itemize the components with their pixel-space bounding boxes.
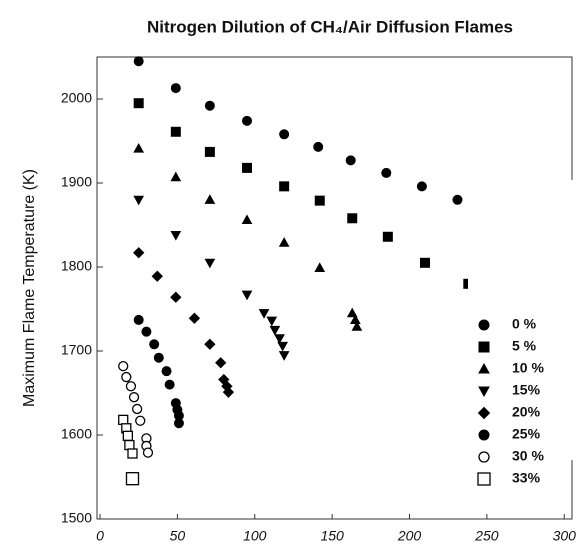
marker bbox=[242, 115, 253, 126]
marker bbox=[118, 414, 129, 426]
marker bbox=[164, 379, 175, 390]
marker bbox=[477, 406, 491, 420]
marker bbox=[274, 334, 285, 344]
marker bbox=[122, 430, 134, 441]
marker bbox=[416, 181, 427, 192]
marker bbox=[133, 56, 144, 67]
marker bbox=[345, 155, 356, 166]
y-tick-label: 1800 bbox=[61, 258, 92, 274]
marker bbox=[478, 429, 490, 441]
marker bbox=[279, 181, 290, 192]
marker bbox=[215, 357, 227, 369]
marker bbox=[314, 262, 326, 272]
chart-title: Nitrogen Dilution of CH₄/Air Diffusion F… bbox=[147, 17, 513, 36]
legend-label: 10 % bbox=[512, 360, 544, 376]
marker bbox=[170, 83, 181, 94]
marker bbox=[477, 472, 491, 486]
x-tick-label: 50 bbox=[170, 528, 186, 544]
marker bbox=[347, 213, 358, 224]
marker bbox=[133, 143, 145, 153]
marker bbox=[478, 319, 490, 331]
marker bbox=[135, 415, 146, 426]
marker bbox=[170, 230, 182, 241]
y-tick-label: 1900 bbox=[61, 174, 92, 190]
x-tick-label: 0 bbox=[96, 528, 104, 544]
marker bbox=[131, 403, 143, 415]
y-tick-label: 2000 bbox=[61, 90, 92, 106]
marker bbox=[242, 162, 253, 173]
marker bbox=[133, 195, 145, 206]
marker bbox=[121, 371, 132, 383]
marker bbox=[149, 339, 160, 350]
marker bbox=[382, 231, 393, 242]
legend-label: 33% bbox=[512, 470, 541, 486]
y-axis-label: Maximum Flame Temperature (K) bbox=[21, 169, 38, 407]
marker bbox=[478, 451, 490, 463]
marker bbox=[204, 194, 216, 204]
marker bbox=[313, 141, 324, 152]
marker bbox=[478, 362, 490, 374]
marker bbox=[133, 247, 145, 259]
marker bbox=[266, 316, 278, 327]
marker bbox=[127, 448, 138, 459]
legend-label: 15% bbox=[512, 382, 541, 398]
marker bbox=[419, 257, 430, 268]
y-tick-label: 1600 bbox=[61, 426, 92, 442]
x-tick-label: 200 bbox=[397, 528, 422, 544]
y-tick-label: 1700 bbox=[61, 342, 92, 358]
marker bbox=[141, 326, 152, 337]
marker bbox=[278, 351, 290, 361]
x-tick-label: 250 bbox=[474, 528, 499, 544]
marker bbox=[128, 392, 140, 403]
x-tick-label: 150 bbox=[320, 528, 344, 544]
marker bbox=[188, 312, 201, 324]
marker bbox=[125, 472, 140, 486]
marker bbox=[204, 338, 216, 350]
marker bbox=[153, 352, 164, 363]
marker bbox=[204, 100, 215, 111]
legend-label: 0 % bbox=[512, 316, 537, 332]
marker bbox=[478, 341, 490, 353]
marker bbox=[241, 214, 253, 225]
marker bbox=[222, 386, 235, 398]
marker bbox=[351, 321, 363, 331]
marker bbox=[170, 126, 181, 137]
marker bbox=[151, 270, 163, 282]
legend-label: 20% bbox=[512, 404, 541, 420]
marker bbox=[269, 325, 281, 336]
marker bbox=[161, 366, 172, 377]
marker bbox=[118, 360, 129, 372]
x-tick-label: 100 bbox=[243, 528, 267, 544]
marker bbox=[278, 237, 290, 247]
marker bbox=[277, 341, 288, 352]
marker bbox=[170, 171, 182, 182]
marker bbox=[204, 258, 216, 269]
marker bbox=[142, 447, 154, 458]
marker bbox=[241, 290, 253, 301]
marker bbox=[381, 167, 392, 178]
marker bbox=[314, 195, 325, 206]
marker bbox=[258, 309, 270, 319]
marker bbox=[133, 98, 144, 109]
marker bbox=[204, 146, 215, 157]
marker bbox=[124, 439, 135, 451]
marker bbox=[349, 314, 361, 325]
x-tick-label: 300 bbox=[553, 528, 576, 544]
marker bbox=[173, 418, 184, 429]
y-tick-label: 1500 bbox=[61, 510, 92, 526]
marker bbox=[452, 194, 463, 205]
legend-label: 25% bbox=[512, 426, 541, 442]
marker bbox=[478, 386, 490, 398]
marker bbox=[346, 307, 358, 318]
marker bbox=[133, 314, 144, 325]
legend-label: 5 % bbox=[512, 338, 537, 354]
marker bbox=[279, 129, 290, 140]
legend-label: 30 % bbox=[512, 448, 544, 464]
marker bbox=[125, 381, 137, 392]
marker bbox=[170, 291, 182, 303]
